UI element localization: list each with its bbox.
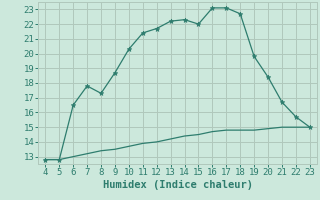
X-axis label: Humidex (Indice chaleur): Humidex (Indice chaleur) (103, 180, 252, 190)
